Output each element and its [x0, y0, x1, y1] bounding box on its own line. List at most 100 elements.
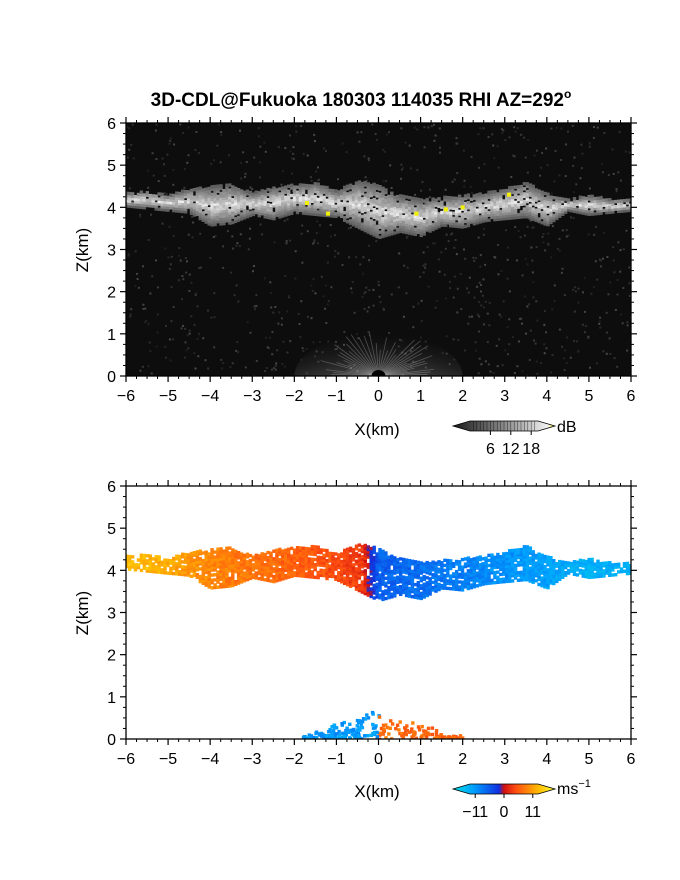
echo-cell — [440, 203, 444, 207]
noise-speckle — [584, 325, 587, 328]
echo-cell — [540, 198, 544, 202]
velocity-cell — [443, 563, 447, 568]
velocity-cell — [502, 554, 506, 559]
velocity-cell — [331, 574, 335, 579]
echo-cell — [345, 207, 350, 211]
noise-speckle — [434, 242, 436, 245]
noise-speckle — [375, 219, 378, 222]
echo-cell — [390, 221, 394, 226]
echo-cell — [260, 204, 264, 208]
noise-speckle — [488, 324, 491, 327]
velocity-cell — [372, 550, 376, 555]
velocity-cell — [198, 574, 202, 579]
velocity-cell — [160, 563, 164, 567]
velocity-cell — [313, 568, 317, 572]
echo-cell — [142, 206, 147, 210]
echo-cell — [166, 198, 170, 202]
velocity-cell — [469, 573, 474, 577]
velocity-data — [126, 543, 631, 739]
x-tick-label: 2 — [458, 751, 467, 768]
velocity-cell — [460, 575, 465, 579]
noise-speckle — [526, 225, 529, 228]
echo-cell — [213, 189, 217, 194]
noise-speckle — [405, 292, 408, 295]
velocity-cell — [505, 551, 509, 556]
velocity-cell — [157, 565, 161, 569]
velocity-cell — [369, 579, 373, 584]
velocity-cell — [475, 576, 479, 580]
noise-speckle — [286, 351, 289, 354]
velocity-cell — [434, 576, 438, 581]
noise-speckle — [617, 171, 620, 174]
echo-cell — [231, 187, 235, 192]
velocity-cell — [381, 567, 385, 571]
noise-speckle — [484, 263, 487, 266]
echo-cell — [157, 202, 161, 206]
velocity-cell — [401, 557, 406, 562]
velocity-cell — [605, 563, 609, 568]
velocity-cell — [287, 560, 291, 564]
echo-cell — [331, 204, 335, 208]
echo-cell — [375, 191, 379, 196]
velocity-cell — [452, 572, 456, 576]
velocity-cell — [183, 555, 188, 559]
velocity-cell — [552, 579, 556, 583]
velocity-cell — [419, 566, 423, 570]
echo-cell — [381, 227, 385, 231]
echo-cell — [154, 197, 158, 201]
velocity-cell — [345, 557, 350, 562]
echo-cell — [590, 202, 594, 206]
velocity-cell — [192, 563, 197, 568]
noise-speckle — [185, 271, 188, 274]
noise-speckle — [500, 315, 503, 318]
velocity-cell — [404, 581, 409, 585]
noise-speckle — [187, 126, 190, 129]
velocity-cell — [452, 564, 456, 568]
velocity-cell — [410, 587, 415, 591]
echo-cell — [384, 226, 388, 230]
velocity-cell — [225, 556, 229, 561]
velocity-cell — [328, 566, 332, 571]
velocity-cell — [210, 550, 214, 555]
noise-speckle — [144, 307, 147, 310]
velocity-cell — [378, 583, 382, 587]
velocity-cell — [145, 566, 149, 571]
velocity-cell — [378, 550, 382, 554]
echo-cell — [257, 213, 261, 218]
velocity-cell — [555, 564, 559, 568]
echo-cell — [472, 196, 476, 201]
echo-cell — [404, 215, 409, 219]
velocity-cell — [348, 559, 353, 563]
echo-cell — [163, 208, 167, 212]
noise-speckle — [494, 256, 497, 259]
echo-cell — [390, 224, 394, 228]
echo-cell — [454, 224, 459, 228]
noise-speckle — [349, 226, 352, 229]
echo-cell — [178, 209, 182, 213]
echo-cell — [272, 211, 276, 216]
echo-cell — [251, 205, 256, 209]
noise-speckle — [251, 188, 254, 191]
echo-cell — [372, 208, 376, 212]
velocity-cell — [307, 733, 311, 737]
echo-cell — [472, 219, 476, 223]
velocity-cell — [287, 572, 291, 577]
echo-cell — [481, 216, 485, 221]
velocity-cell — [201, 571, 205, 575]
echo-cell — [546, 220, 550, 224]
velocity-cell — [366, 585, 370, 590]
velocity-cell — [546, 575, 550, 580]
echo-cell — [399, 219, 403, 223]
noise-speckle — [581, 152, 584, 155]
noise-speckle — [451, 232, 454, 235]
echo-cell — [466, 213, 471, 218]
velocity-cell — [440, 576, 444, 580]
echo-cell — [130, 204, 135, 209]
velocity-cell — [328, 556, 332, 561]
velocity-cell — [463, 575, 468, 579]
noise-speckle — [263, 141, 266, 144]
velocity-cell — [401, 575, 406, 579]
velocity-cell — [263, 555, 267, 559]
noise-speckle — [473, 260, 476, 262]
echo-cell — [257, 208, 261, 213]
